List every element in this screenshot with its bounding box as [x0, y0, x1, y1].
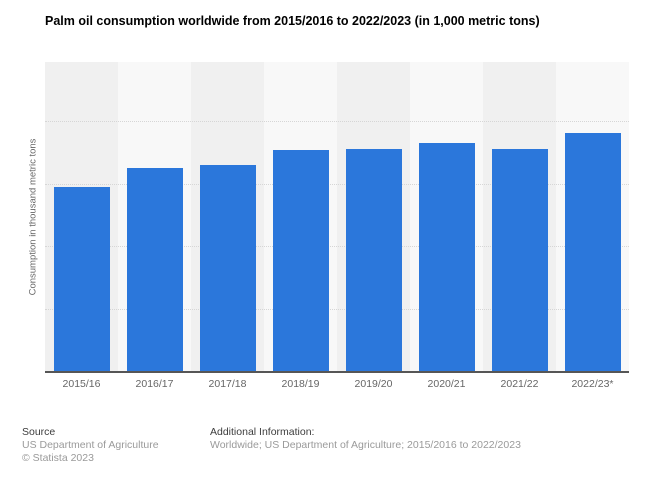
x-tick-label: 2021/22	[500, 378, 539, 390]
gridline	[45, 309, 629, 311]
additional-information-label: Additional Information:	[210, 426, 315, 438]
x-tick-label: 2016/17	[135, 378, 174, 390]
bar-2021-22[interactable]	[491, 149, 548, 372]
x-tick-label: 2019/20	[354, 378, 393, 390]
source-line: US Department of Agriculture	[22, 439, 159, 451]
gridline	[45, 246, 629, 248]
x-tick-label: 2020/21	[427, 378, 466, 390]
bar-2019-20[interactable]	[345, 149, 402, 372]
x-axis-labels: 2015/16 2016/17 2017/18 2018/19 2019/20 2020/…	[45, 378, 629, 392]
bar-2020-21[interactable]	[418, 143, 475, 372]
gridline	[45, 183, 629, 185]
bar-2016-17[interactable]	[126, 168, 183, 372]
statista-copyright: © Statista 2023	[22, 452, 94, 464]
chart-title: Palm oil consumption worldwide from 2015…	[45, 14, 540, 28]
gridline	[45, 120, 629, 122]
bar-2018-19[interactable]	[272, 150, 329, 372]
x-axis-line	[45, 371, 629, 373]
plot-area	[45, 62, 629, 373]
x-tick-label: 2017/18	[208, 378, 247, 390]
x-tick-label: 2022/23*	[571, 378, 614, 390]
source-label: Source	[22, 426, 56, 438]
additional-information-text: Worldwide; US Department of Agriculture;…	[210, 439, 521, 451]
x-tick-label: 2018/19	[281, 378, 320, 390]
bar-2015-16[interactable]	[53, 187, 110, 372]
bar-2022-23[interactable]	[564, 133, 621, 372]
y-axis-title: Consumption in thousand metric tons	[27, 138, 39, 296]
bar-2017-18[interactable]	[199, 165, 256, 372]
x-tick-label: 2015/16	[62, 378, 101, 390]
